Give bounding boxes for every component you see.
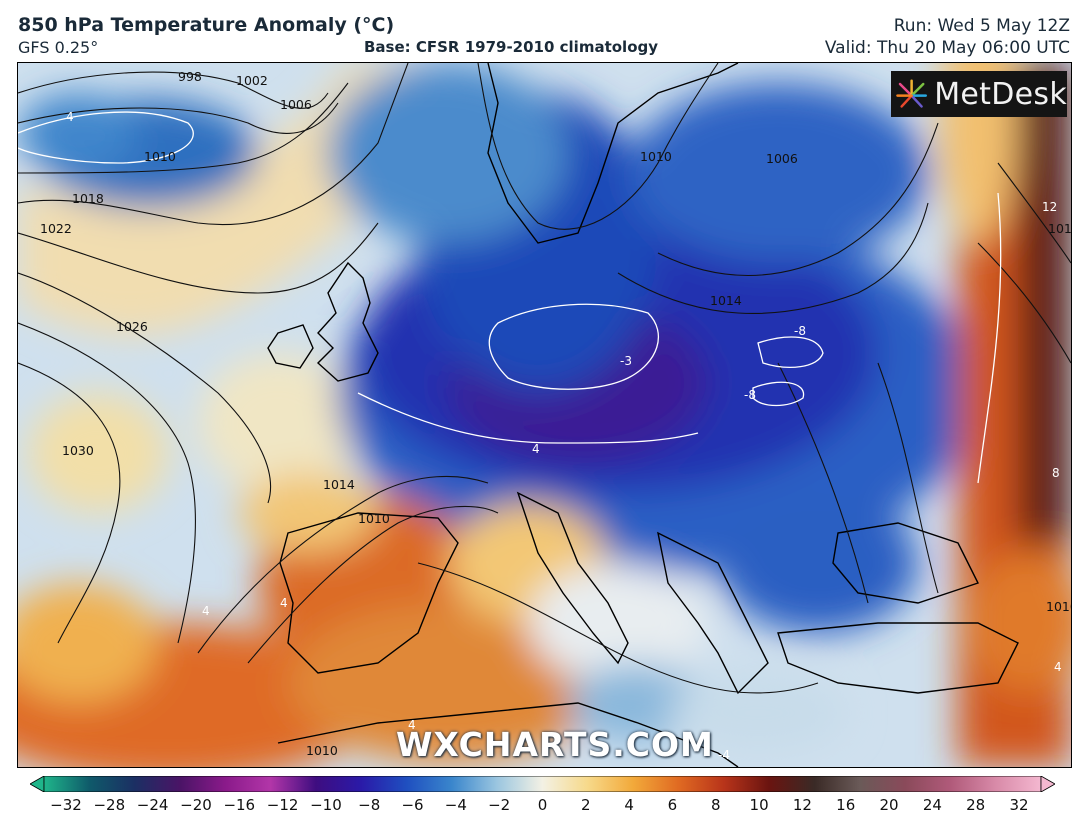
colorbar-gradient: [43, 776, 1042, 792]
isobar-label: 998: [178, 69, 202, 84]
colorbar-tick-label: −12: [266, 796, 299, 814]
isobar-label: 1006: [766, 151, 798, 166]
anomaly-labels: 4 -3 -8 -8 4 4 4 12 8 4 4 -4: [66, 110, 1062, 762]
isobar-label: 1006: [280, 97, 312, 112]
isobar-label: 1022: [40, 221, 72, 236]
anomaly-label: 4: [532, 442, 540, 456]
colorbar-tick-label: −2: [488, 796, 511, 814]
coastlines: [267, 63, 1019, 767]
metdesk-logo-text: MetDesk: [934, 76, 1067, 112]
isobar-label: 1010: [306, 743, 338, 758]
colorbar-tick-label: −4: [444, 796, 467, 814]
colorbar-tick-label: −16: [223, 796, 256, 814]
colorbar-tick-label: 2: [581, 796, 591, 814]
colorbar-tick-label: −28: [93, 796, 126, 814]
valid-time-label: Valid: Thu 20 May 06:00 UTC: [824, 38, 1070, 58]
colorbar-tick-label: 0: [537, 796, 548, 814]
colorbar-ticks: −32 −28 −24 −20 −16 −12 −10 −8 −6 −4 −2 0 2 4 6 8 10 12 16…: [30, 796, 1055, 820]
colorbar-tick-label: 20: [879, 796, 899, 814]
colorbar-tick-label: 16: [836, 796, 856, 814]
isobar-label: 1010: [1046, 599, 1071, 614]
colorbar-min-extend: [30, 776, 45, 792]
colorbar-tick-label: −32: [50, 796, 82, 814]
isobar-label: 1010: [640, 149, 672, 164]
colorbar-tick-label: 10: [749, 796, 769, 814]
run-time-label: Run: Wed 5 May 12Z: [893, 16, 1070, 36]
isobar-label: 1030: [62, 443, 94, 458]
climatology-base-label: Base: CFSR 1979-2010 climatology: [364, 38, 659, 56]
isobar-label: 1010: [358, 511, 390, 526]
anomaly-label: 4: [1054, 660, 1062, 674]
anomaly-label: -3: [620, 354, 632, 368]
isobar-label: 1014: [710, 293, 742, 308]
anomaly-label: 4: [280, 596, 288, 610]
model-label: GFS 0.25°: [18, 38, 99, 57]
isobars: [18, 63, 1071, 694]
isobar-label: 1026: [116, 319, 148, 334]
metdesk-burst-icon: [896, 79, 927, 108]
colorbar-tick-label: 12: [792, 796, 812, 814]
anomaly-label: -4: [718, 748, 730, 762]
colorbar-tick-label: −6: [401, 796, 424, 814]
colorbar-tick-label: 8: [710, 796, 721, 814]
anomaly-label: -8: [744, 388, 756, 402]
anomaly-label: 4: [66, 110, 74, 124]
anomaly-label: -8: [794, 324, 806, 338]
colorbar: [30, 776, 1055, 792]
colorbar-tick-label: −8: [358, 796, 381, 814]
anomaly-label: 8: [1052, 466, 1060, 480]
anomaly-contours: [18, 111, 1002, 484]
anomaly-label: 12: [1042, 200, 1057, 214]
isobar-label: 1010: [144, 149, 176, 164]
anomaly-field: [18, 63, 1071, 767]
colorbar-tick-label: −20: [180, 796, 212, 814]
colorbar-tick-label: 32: [1009, 796, 1029, 814]
isobar-labels: 998 1002 1006 1010 1018 1022 1026 1030 1…: [40, 69, 1071, 758]
anomaly-map: 998 1002 1006 1010 1018 1022 1026 1030 1…: [17, 62, 1072, 768]
colorbar-tick-label: 24: [922, 796, 942, 814]
anomaly-label: 4: [202, 604, 210, 618]
colorbar-tick-label: 4: [624, 796, 634, 814]
chart-title: 850 hPa Temperature Anomaly (°C): [18, 14, 395, 36]
wxcharts-watermark: WXCHARTS.COM: [396, 725, 714, 764]
colorbar-tick-label: −10: [310, 796, 342, 814]
isobar-label: 1010: [1048, 221, 1071, 236]
isobar-label: 1018: [72, 191, 104, 206]
map-canvas: 998 1002 1006 1010 1018 1022 1026 1030 1…: [18, 63, 1071, 767]
colorbar-tick-label: −24: [136, 796, 169, 814]
isobar-label: 1014: [323, 477, 355, 492]
isobar-label: 1002: [236, 73, 268, 88]
anomaly-label: 4: [408, 718, 416, 732]
colorbar-tick-label: 6: [667, 796, 678, 814]
colorbar-max-extend: [1040, 776, 1055, 792]
metdesk-logo: MetDesk: [891, 71, 1067, 117]
colorbar-tick-label: 28: [966, 796, 986, 814]
